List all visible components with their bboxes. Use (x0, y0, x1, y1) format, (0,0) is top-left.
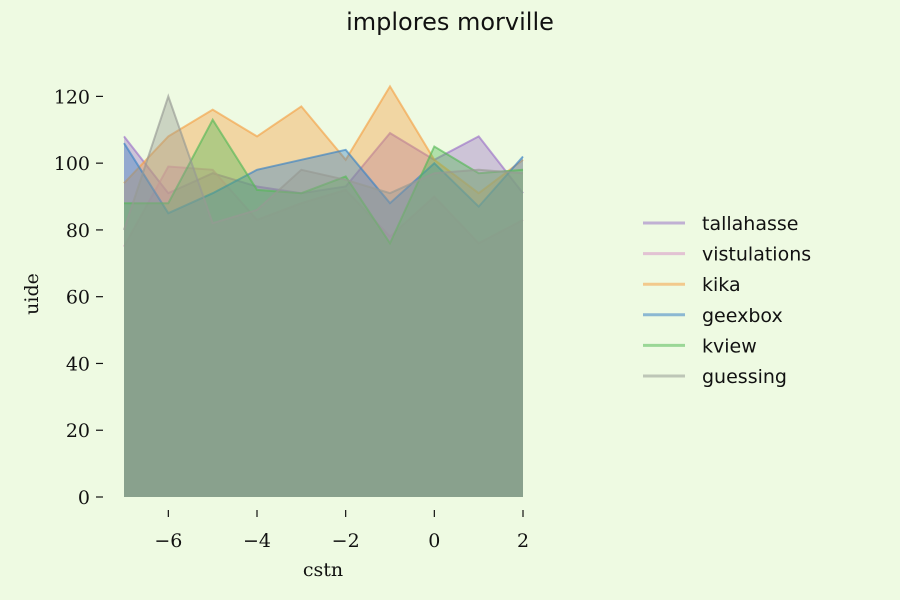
area-tallahasse (124, 133, 523, 497)
y-tick-label: 80 (66, 220, 90, 242)
legend: tallahasse vistulations kika geexbox kview gu… (643, 213, 811, 388)
legend-item-kika: kika (643, 274, 741, 296)
y-tick-label: 20 (66, 420, 90, 442)
x-tick-label: 0 (428, 530, 440, 552)
x-axis-label: cstn (303, 559, 343, 581)
y-tick-label: 60 (66, 287, 90, 309)
x-tick-label: −6 (154, 530, 182, 552)
legend-label: geexbox (702, 305, 783, 327)
legend-item-geexbox: geexbox (643, 305, 783, 327)
y-axis: 0 20 40 60 80 100 120 (54, 86, 103, 509)
plot-areas (123, 84, 524, 498)
x-tick-label: −4 (243, 530, 271, 552)
legend-item-guessing: guessing (643, 366, 787, 388)
x-tick-label: −2 (332, 530, 360, 552)
area-vistulations (124, 166, 523, 497)
y-tick-label: 0 (78, 487, 90, 509)
legend-label: guessing (702, 366, 787, 388)
line-kika (123, 84, 524, 195)
x-axis: −6 −4 −2 0 2 (154, 510, 529, 552)
x-tick-label: 2 (517, 530, 529, 552)
y-tick-label: 100 (54, 153, 90, 175)
area-geexbox (124, 143, 523, 497)
legend-item-tallahasse: tallahasse (643, 213, 798, 235)
y-axis-label: uide (21, 273, 43, 315)
y-tick-label: 40 (66, 353, 90, 375)
legend-label: tallahasse (702, 213, 798, 235)
line-vistulations (123, 165, 524, 248)
legend-item-kview: kview (643, 335, 757, 357)
chart-title: implores morville (346, 8, 554, 36)
area-kview (124, 119, 523, 498)
legend-label: vistulations (702, 244, 811, 266)
legend-label: kika (702, 274, 741, 296)
area-kika (124, 86, 523, 498)
area-guessing (124, 96, 523, 498)
line-geexbox (123, 142, 524, 215)
line-tallahasse (123, 131, 524, 195)
y-tick-label: 120 (54, 86, 90, 108)
line-guessing (123, 93, 524, 231)
legend-label: kview (702, 335, 757, 357)
legend-item-vistulations: vistulations (643, 244, 811, 266)
